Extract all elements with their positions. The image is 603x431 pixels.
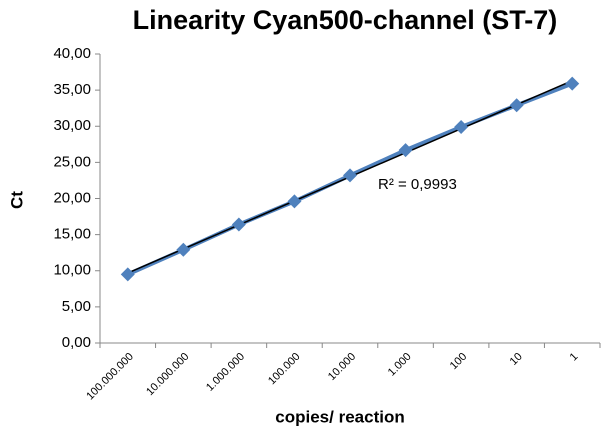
marker [231, 217, 246, 232]
y-tick-label: 10,00 [53, 262, 91, 279]
marker [565, 76, 580, 91]
x-tick-label: 100 [448, 351, 469, 372]
annotation: R² = 0,9993 [378, 176, 457, 193]
x-tick-label: 10.000 [326, 351, 358, 383]
x-axis-title: copies/ reaction [275, 407, 404, 426]
y-tick-label: 25,00 [53, 153, 91, 170]
marker [287, 194, 302, 209]
y-tick-label: 30,00 [53, 117, 91, 134]
marker [343, 168, 357, 183]
marker [398, 143, 413, 158]
y-tick-label: 40,00 [53, 45, 91, 62]
chart-title: Linearity Cyan500-channel (ST-7) [133, 5, 558, 35]
y-tick-label: 0,00 [62, 334, 91, 351]
y-axis-title: Ct [7, 191, 26, 209]
x-tick-label: 100.000 [266, 351, 303, 388]
x-tick-label: 1.000.000 [204, 351, 247, 394]
x-tick-label: 1 [568, 351, 581, 364]
y-tick-label: 15,00 [53, 226, 91, 243]
marker [454, 119, 469, 134]
x-tick-label: 10.000.000 [144, 351, 191, 398]
x-tick-label: 10 [508, 351, 525, 368]
x-tick-label: 1.000 [386, 351, 414, 379]
x-tick-label: 100.000.000 [84, 351, 136, 403]
y-tick-label: 20,00 [53, 189, 91, 206]
y-tick-label: 35,00 [53, 81, 91, 98]
y-tick-label: 5,00 [62, 298, 91, 315]
marker [509, 98, 524, 113]
marker [176, 242, 191, 257]
marker [120, 267, 135, 282]
